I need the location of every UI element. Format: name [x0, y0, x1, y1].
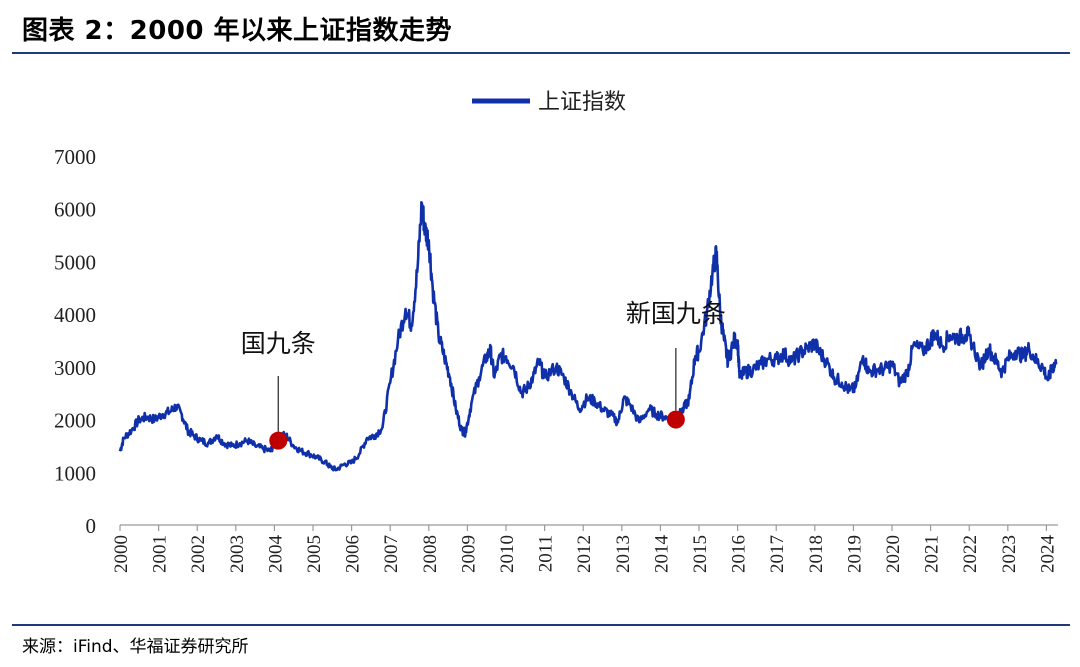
- x-tick-label: 2021: [922, 535, 943, 573]
- x-tick-label: 2008: [420, 535, 441, 573]
- x-axis: 2000 2001 2002 2003 2004 2005 2006 2007 2008 2009…: [111, 524, 1058, 574]
- y-tick-label: 1000: [54, 461, 96, 485]
- x-tick-label: 2024: [1037, 535, 1058, 574]
- x-tick-label: 2013: [613, 535, 634, 573]
- x-tick-label: 2014: [651, 535, 672, 574]
- x-tick-label: 2022: [960, 535, 981, 573]
- x-tick-label: 2002: [188, 535, 209, 573]
- legend-label: 上证指数: [538, 90, 626, 115]
- x-tick-label: 2003: [227, 535, 248, 573]
- x-tick-label: 2000: [111, 535, 132, 573]
- x-tick-label: 2012: [574, 535, 595, 573]
- x-tick-label: 2015: [690, 535, 711, 573]
- x-tick-label: 2017: [767, 535, 788, 573]
- y-axis: 0 1000 2000 3000 4000 5000 6000 7000: [54, 145, 96, 538]
- y-tick-label: 3000: [54, 356, 96, 380]
- annotation-label: 新国九条: [626, 299, 726, 328]
- x-tick-label: 2007: [381, 535, 402, 573]
- x-tick-label: 2001: [150, 535, 171, 573]
- annotations: 国九条 新国九条: [241, 299, 726, 450]
- annotation-marker: [666, 410, 685, 429]
- y-tick-label: 6000: [54, 198, 96, 222]
- x-tick-label: 2023: [999, 535, 1020, 573]
- y-tick-label: 5000: [54, 250, 96, 274]
- x-tick-label: 2019: [844, 535, 865, 573]
- top-rule: [12, 52, 1070, 54]
- x-tick-label: 2011: [536, 535, 557, 572]
- x-tick-label: 2020: [883, 535, 904, 573]
- x-tick-label: 2018: [806, 535, 827, 573]
- legend: 上证指数: [472, 90, 626, 115]
- x-tick-label: 2005: [304, 535, 325, 573]
- y-tick-label: 4000: [54, 303, 96, 327]
- y-tick-label: 7000: [54, 145, 96, 169]
- y-tick-label: 0: [86, 514, 97, 538]
- y-tick-label: 2000: [54, 409, 96, 433]
- x-tick-label: 2009: [458, 535, 479, 573]
- x-tick-label: 2004: [265, 535, 286, 574]
- annotation-label: 国九条: [241, 329, 316, 358]
- x-tick-label: 2006: [343, 535, 364, 573]
- x-tick-label: 2016: [729, 535, 750, 573]
- bottom-rule: [12, 624, 1070, 626]
- x-tick-label: 2010: [497, 535, 518, 573]
- annotation-marker: [269, 431, 288, 450]
- source-note: 来源：iFind、华福证券研究所: [22, 637, 249, 657]
- chart-title: 图表 2：2000 年以来上证指数走势: [22, 16, 453, 46]
